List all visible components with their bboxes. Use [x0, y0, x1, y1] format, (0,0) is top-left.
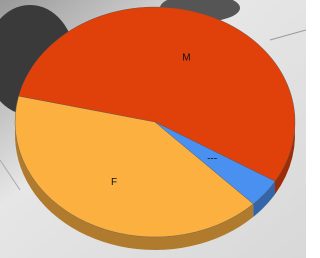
chart: M F --- — [0, 0, 306, 258]
pie: M F --- — [15, 7, 295, 250]
slice-label: F — [111, 177, 117, 188]
slice-label: M — [182, 53, 190, 64]
slice-label: --- — [207, 154, 217, 165]
